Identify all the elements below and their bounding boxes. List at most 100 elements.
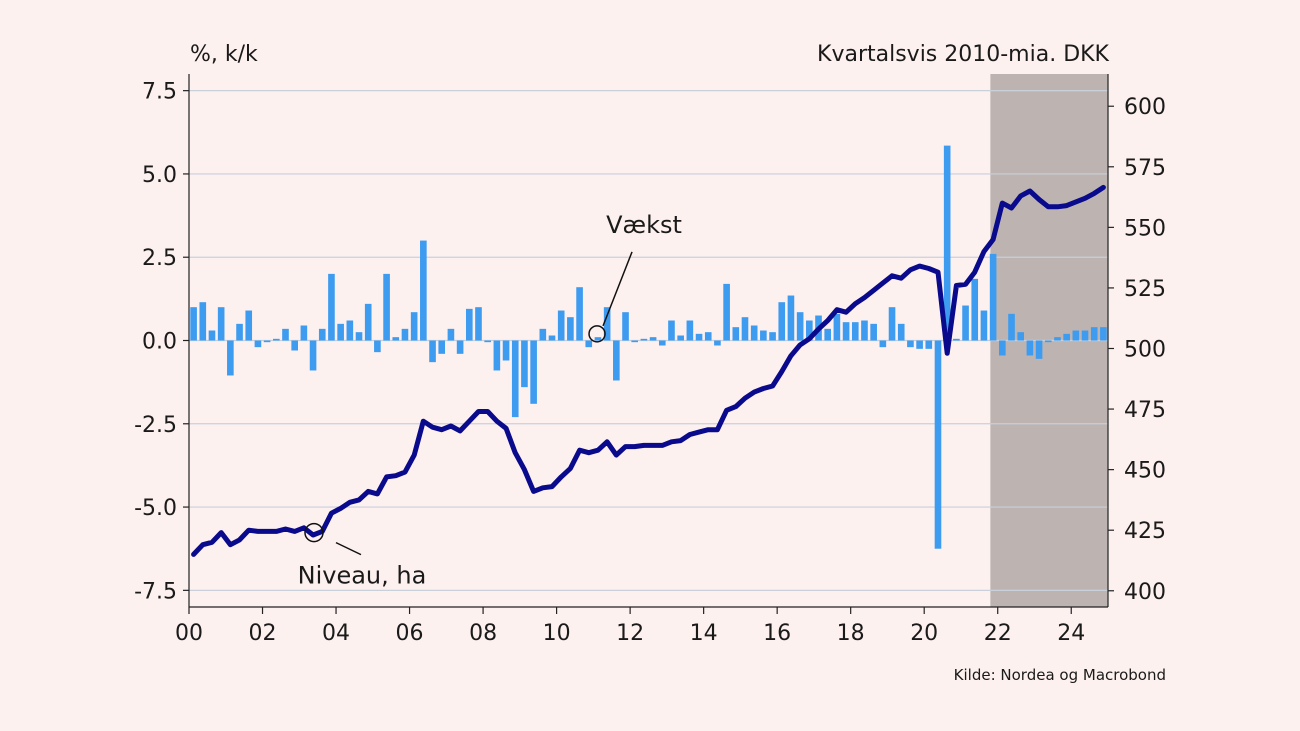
growth-bar xyxy=(934,340,942,549)
growth-bar xyxy=(1072,330,1080,341)
growth-bar xyxy=(953,338,960,341)
growth-bar xyxy=(842,322,850,341)
growth-bar xyxy=(778,302,786,341)
growth-bar xyxy=(539,328,547,341)
growth-bar xyxy=(741,317,749,341)
growth-bar xyxy=(916,340,923,349)
growth-bar xyxy=(272,338,280,341)
left-tick-label: 2.5 xyxy=(142,246,177,271)
right-tick-label: 425 xyxy=(1124,519,1166,544)
growth-bar xyxy=(1090,327,1098,341)
growth-bar xyxy=(208,330,216,341)
x-tick-label: 20 xyxy=(910,621,938,646)
growth-bar xyxy=(861,320,868,341)
growth-bar xyxy=(217,307,225,341)
right-tick-label: 575 xyxy=(1124,156,1166,181)
growth-bar xyxy=(374,340,381,353)
x-tick-label: 22 xyxy=(984,621,1012,646)
growth-bar xyxy=(732,327,740,341)
left-tick-label: 7.5 xyxy=(142,80,177,105)
growth-bar xyxy=(640,338,648,341)
growth-bar xyxy=(567,317,574,341)
level-line xyxy=(191,184,1106,557)
growth-bar xyxy=(806,320,813,341)
growth-bar xyxy=(548,335,556,341)
growth-bar xyxy=(328,273,335,341)
level-annotation: Niveau, ha xyxy=(298,562,427,590)
x-tick-label: 18 xyxy=(837,621,865,646)
left-axis-unit: %, k/k xyxy=(190,42,258,67)
x-tick-label: 12 xyxy=(616,621,644,646)
growth-bar xyxy=(989,253,997,341)
right-tick-label: 550 xyxy=(1124,216,1166,241)
growth-bar xyxy=(456,340,464,354)
growth-bar xyxy=(907,340,914,348)
left-tick-label: -7.5 xyxy=(134,579,177,604)
growth-bar xyxy=(337,323,344,341)
growth-bar xyxy=(760,330,767,341)
growth-bar xyxy=(999,340,1006,356)
growth-bar xyxy=(769,332,776,341)
growth-bar xyxy=(502,340,510,361)
growth-bar xyxy=(484,340,491,343)
growth-bar xyxy=(686,320,694,341)
growth-bar xyxy=(796,312,804,341)
x-tick-label: 00 xyxy=(175,621,203,646)
growth-bar xyxy=(695,333,703,341)
growth-bar xyxy=(704,332,712,341)
right-tick-label: 475 xyxy=(1124,398,1166,423)
left-tick-label: 0.0 xyxy=(142,330,177,355)
growth-bar xyxy=(723,283,730,341)
growth-bar xyxy=(1008,313,1015,341)
growth-bar xyxy=(1054,337,1061,341)
x-tick-label: 04 xyxy=(322,621,350,646)
growth-bar xyxy=(1026,340,1034,356)
growth-bar xyxy=(282,328,289,341)
level-leader xyxy=(335,541,362,556)
right-tick-label: 450 xyxy=(1124,459,1166,484)
right-axis-unit: Kvartalsvis 2010-mia. DKK xyxy=(817,42,1109,67)
growth-bar xyxy=(677,335,684,341)
right-tick-label: 400 xyxy=(1124,580,1166,605)
growth-bar xyxy=(401,328,409,341)
growth-bar xyxy=(1100,327,1107,341)
growth-marker xyxy=(588,325,606,343)
level-marker xyxy=(304,522,324,543)
growth-bar xyxy=(291,340,298,351)
growth-bar xyxy=(429,340,436,363)
x-tick-label: 16 xyxy=(763,621,791,646)
growth-bar xyxy=(787,295,795,341)
growth-bar xyxy=(530,340,537,404)
growth-bar xyxy=(1044,340,1052,343)
growth-bar xyxy=(833,313,841,341)
growth-bar xyxy=(851,322,859,341)
growth-bar xyxy=(585,340,593,348)
growth-bar xyxy=(668,320,675,341)
growth-bar xyxy=(300,325,308,341)
growth-bar xyxy=(318,328,326,341)
growth-bar xyxy=(613,340,620,381)
growth-annotation: Vækst xyxy=(606,211,682,239)
growth-bar xyxy=(493,340,501,371)
growth-bar xyxy=(420,240,427,341)
growth-bar xyxy=(594,337,602,341)
growth-bar xyxy=(190,307,197,341)
left-tick-label: -5.0 xyxy=(134,496,177,521)
growth-bar xyxy=(897,323,905,341)
growth-bar xyxy=(980,310,988,341)
growth-bar xyxy=(410,312,418,341)
growth-bar xyxy=(879,340,887,348)
x-tick-label: 02 xyxy=(249,621,277,646)
growth-bar xyxy=(521,340,528,388)
x-tick-label: 24 xyxy=(1057,621,1085,646)
growth-bar xyxy=(245,310,253,341)
growth-bar xyxy=(943,145,951,341)
growth-leader xyxy=(602,251,633,327)
growth-bar xyxy=(465,308,473,341)
growth-bar xyxy=(511,340,519,418)
growth-bar xyxy=(309,340,317,371)
growth-bar xyxy=(603,307,611,341)
growth-bar xyxy=(925,340,933,349)
growth-bar xyxy=(199,302,207,341)
